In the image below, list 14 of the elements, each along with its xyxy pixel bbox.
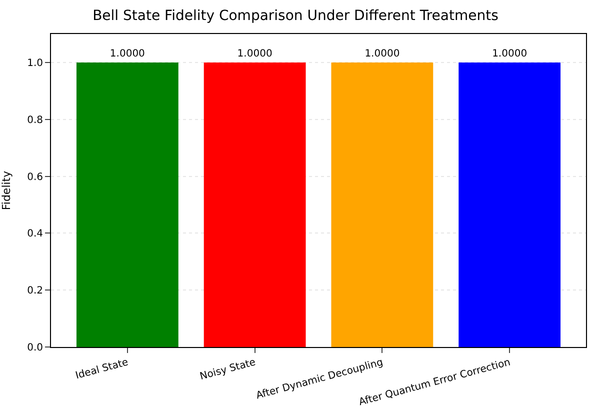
data-label: 1.0000 xyxy=(110,48,145,60)
chart-title: Bell State Fidelity Comparison Under Different Treatments xyxy=(92,8,498,24)
y-tick-label: 0.4 xyxy=(27,228,43,240)
y-tick-label: 0.2 xyxy=(27,286,43,297)
data-label: 1.0000 xyxy=(492,48,528,60)
y-tick-label: 0.8 xyxy=(27,114,43,126)
data-label: 1.0000 xyxy=(364,48,400,60)
data-label: 1.0000 xyxy=(237,48,272,60)
y-tick-label: 1.0 xyxy=(27,58,43,69)
y-tick-label: 0.6 xyxy=(27,172,43,183)
y-tick-label: 0.0 xyxy=(27,342,43,354)
y-axis-title: Fidelity xyxy=(0,170,13,210)
x-tick-label: Noisy State xyxy=(198,357,257,383)
x-tick-label: Ideal State xyxy=(74,357,130,382)
